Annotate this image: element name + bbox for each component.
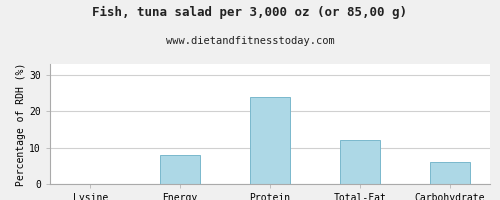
- Bar: [250, 97, 290, 184]
- Bar: [430, 162, 470, 184]
- Text: www.dietandfitnesstoday.com: www.dietandfitnesstoday.com: [166, 36, 334, 46]
- Bar: [160, 155, 200, 184]
- Text: Fish, tuna salad per 3,000 oz (or 85,00 g): Fish, tuna salad per 3,000 oz (or 85,00 …: [92, 6, 407, 19]
- Bar: [340, 140, 380, 184]
- Y-axis label: Percentage of RDH (%): Percentage of RDH (%): [16, 62, 26, 186]
